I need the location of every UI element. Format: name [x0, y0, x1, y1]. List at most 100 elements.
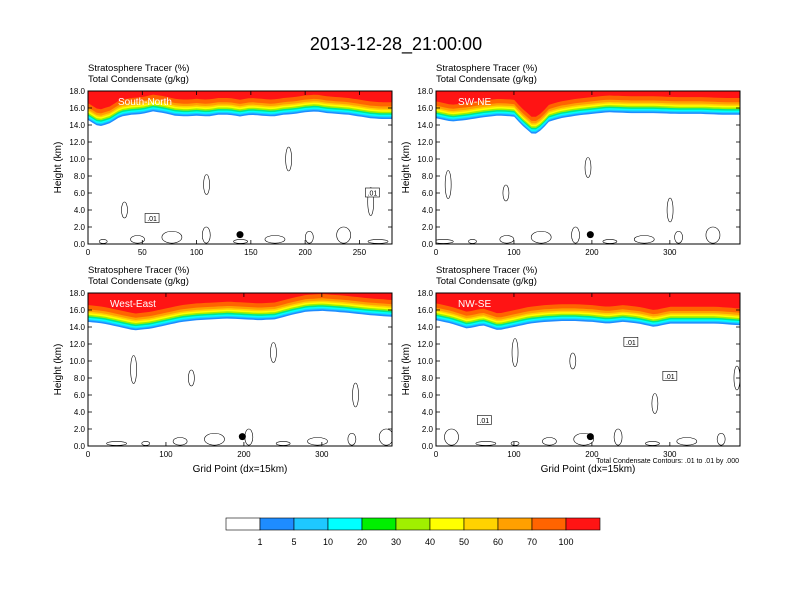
colorbar-swatch: [395, 517, 431, 531]
colorbar-swatch: [565, 517, 601, 531]
location-marker: [586, 433, 594, 441]
y-tick-label: 18.0: [69, 289, 85, 298]
condensate-contour: [264, 235, 286, 244]
tracer-band: [88, 91, 392, 110]
condensate-contour: [305, 230, 314, 244]
colorbar-label: 100: [558, 537, 573, 547]
y-tick-label: 6.0: [74, 391, 86, 400]
y-axis-label: Height (km): [401, 344, 412, 396]
panel-label: South-North: [118, 97, 172, 108]
y-tick-label: 10.0: [417, 155, 433, 164]
x-tick-label: 200: [298, 248, 312, 257]
tracer-field: [88, 293, 392, 331]
x-tick-label: 200: [237, 450, 251, 459]
x-tick-label: 100: [190, 248, 204, 257]
condensate-contour: [573, 432, 595, 446]
panel-header-line2: Total Condensate (g/kg): [88, 74, 189, 85]
x-tick-label: 300: [663, 450, 677, 459]
colorbar-label: 70: [527, 537, 537, 547]
contour-label-box: [365, 187, 380, 198]
panel-header-line1: Stratosphere Tracer (%): [88, 63, 189, 74]
panel-label: West-East: [110, 299, 156, 310]
colorbar-swatch: [497, 517, 533, 531]
x-tick-label: 0: [86, 248, 91, 257]
condensate-contour: [204, 432, 225, 446]
y-tick-label: 2.0: [74, 425, 86, 434]
contour-label-box: [144, 213, 160, 223]
y-tick-label: 4.0: [422, 408, 434, 417]
tracer-band: [88, 293, 392, 314]
condensate-contours: [444, 338, 740, 446]
condensate-contour: [584, 157, 592, 178]
colorbar-label: 50: [459, 537, 469, 547]
colorbar-label: 20: [357, 537, 367, 547]
y-tick-label: 2.0: [422, 425, 434, 434]
y-tick-label: 18.0: [69, 87, 85, 96]
y-axis-label: Height (km): [401, 142, 412, 194]
plot-frame: [87, 90, 393, 245]
y-tick-label: 14.0: [417, 323, 433, 332]
condensate-contour: [130, 355, 137, 384]
y-tick-label: 14.0: [417, 121, 433, 130]
y-tick-label: 0.0: [422, 240, 434, 249]
condensate-contour: [270, 342, 277, 363]
condensate-contour: [676, 437, 698, 446]
colorbar-swatch: [429, 517, 465, 531]
condensate-contour: [651, 393, 659, 414]
condensate-contour: [378, 428, 392, 446]
condensate-contour: [307, 437, 328, 446]
colorbar-label: 30: [391, 537, 401, 547]
condensate-contours: [106, 342, 392, 446]
location-marker: [236, 231, 244, 239]
condensate-contour: [542, 437, 557, 446]
y-tick-label: 4.0: [74, 206, 86, 215]
x-tick-label: 200: [585, 248, 599, 257]
y-tick-label: 0.0: [74, 442, 86, 451]
x-axis-label: Grid Point (dx=15km): [193, 464, 288, 475]
condensate-contour: [499, 235, 515, 244]
panel-plot-nw-se: .01 .01 .01 0.0 2.0 4.0 6.0 8.0 10.0 12.0 14.0 16.0…: [401, 289, 741, 475]
condensate-contour: [705, 226, 721, 244]
condensate-contour: [352, 382, 359, 408]
panel-header-line2: Total Condensate (g/kg): [436, 276, 537, 287]
condensate-contour: [674, 230, 683, 244]
panel-header-line1: Stratosphere Tracer (%): [436, 265, 537, 276]
contour-label-box: [477, 415, 492, 425]
y-tick-label: 18.0: [417, 87, 433, 96]
x-axis-label: Grid Point (dx=15km): [541, 464, 636, 475]
y-tick-label: 10.0: [69, 155, 85, 164]
y-tick-label: 14.0: [69, 323, 85, 332]
condensate-contour: [336, 226, 351, 244]
x-tick-label: 250: [353, 248, 367, 257]
y-tick-label: 16.0: [69, 104, 85, 113]
condensate-contour: [569, 352, 577, 370]
y-tick-label: 16.0: [69, 306, 85, 315]
panel-label: NW-SE: [458, 299, 491, 310]
y-tick-label: 12.0: [69, 138, 85, 147]
colorbar-swatch: [327, 517, 363, 531]
condensate-contours: [436, 157, 721, 244]
x-tick-label: 100: [507, 450, 521, 459]
figure-title: 2013-12-28_21:00:00: [310, 34, 482, 55]
panel-header-line1: Stratosphere Tracer (%): [88, 265, 189, 276]
y-tick-label: 18.0: [417, 289, 433, 298]
condensate-contour: [633, 235, 655, 244]
y-tick-label: 6.0: [74, 189, 86, 198]
condensate-contour: [571, 226, 580, 244]
panel-plot-south-north: .01 .01 0.0 2.0 4.0 6.0 8.0 10.0 12.0 14.0 16.0 18.…: [53, 87, 393, 257]
colorbar-swatch: [293, 517, 329, 531]
contour-label: .01: [626, 340, 636, 347]
contour-label-box: [623, 336, 639, 347]
panel-plot-west-east: 0.0 2.0 4.0 6.0 8.0 10.0 12.0 14.0 16.0 18.0 0 100 2…: [53, 289, 393, 475]
condensate-contour: [106, 441, 127, 446]
colorbar-swatch: [259, 517, 295, 531]
y-tick-label: 4.0: [422, 206, 434, 215]
tracer-field: [88, 91, 392, 126]
y-tick-label: 14.0: [69, 121, 85, 130]
condensate-contour: [511, 338, 519, 367]
colorbar-label: 40: [425, 537, 435, 547]
colorbar-swatch: [361, 517, 397, 531]
location-marker: [238, 433, 246, 441]
y-tick-label: 16.0: [417, 104, 433, 113]
